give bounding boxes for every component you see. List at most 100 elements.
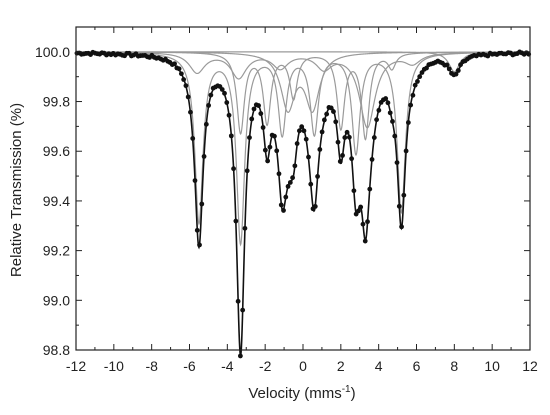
data-point-125 (358, 204, 364, 210)
x-tick-label: 10 (484, 358, 500, 374)
x-tick-label: -2 (259, 358, 272, 374)
x-tick-label: 6 (413, 358, 421, 374)
x-tick-label: 4 (375, 358, 383, 374)
y-tick-label: 99.4 (43, 193, 70, 209)
data-point-43 (172, 61, 177, 67)
data-point-99 (299, 124, 305, 130)
x-tick-label: 12 (522, 358, 538, 374)
component-curve-1 (76, 51, 530, 247)
data-point-53 (194, 227, 200, 233)
data-point-110 (324, 111, 330, 117)
data-point-73 (240, 307, 246, 313)
data-point-145 (403, 148, 409, 154)
y-tick-label: 100.0 (35, 44, 70, 60)
y-axis-ticks: 98.8 99.0 99.2 99.4 99.6 99.8 100.0 (35, 44, 530, 358)
data-point-69 (231, 166, 236, 172)
x-axis-ticks: -12 -10 -8 -6 -4 -2 0 2 4 6 8 10 12 (66, 27, 538, 374)
fit-components (76, 51, 530, 247)
x-tick-label: 8 (450, 358, 458, 374)
x-axis-label-main: Velocity (mms (248, 385, 341, 402)
data-point-91 (281, 208, 286, 213)
x-axis-label-superscript: -1 (342, 384, 351, 395)
data-point-148 (410, 92, 416, 98)
data-point-119 (344, 129, 350, 135)
data-point-94 (287, 180, 293, 185)
data-point-54 (197, 242, 202, 248)
data-point-52 (192, 178, 198, 183)
data-point-93 (285, 184, 291, 189)
total-fit-curve (75, 52, 531, 356)
data-point-74 (242, 225, 248, 231)
data-point-59 (208, 92, 214, 98)
data-point-66 (224, 100, 230, 105)
data-point-147 (408, 102, 414, 108)
data-point-97 (294, 141, 300, 146)
x-axis-label: Velocity (mms-1) (248, 384, 355, 402)
plot-frame (75, 26, 531, 351)
data-point-151 (417, 74, 423, 80)
data-point-101 (303, 136, 309, 142)
data-point-136 (383, 96, 389, 101)
data-point-118 (342, 135, 348, 140)
data-point-138 (387, 110, 393, 116)
data-points (74, 49, 532, 359)
data-point-55 (199, 201, 205, 207)
data-point-144 (401, 192, 407, 198)
data-point-76 (247, 135, 252, 141)
data-point-163 (444, 62, 450, 68)
data-point-137 (385, 100, 391, 106)
x-tick-label: -6 (183, 358, 196, 374)
component-curve-5 (76, 51, 530, 73)
data-point-108 (319, 129, 325, 135)
data-point-140 (392, 133, 398, 139)
data-point-128 (365, 219, 370, 225)
data-point-46 (178, 71, 184, 77)
x-tick-label: -4 (221, 358, 234, 374)
y-tick-label: 98.8 (43, 342, 70, 358)
data-point-58 (206, 103, 212, 108)
data-point-83 (262, 147, 268, 153)
x-tick-label: -8 (145, 358, 158, 374)
data-point-50 (188, 109, 193, 115)
data-point-45 (176, 66, 182, 72)
data-point-150 (415, 79, 420, 84)
y-tick-label: 99.8 (43, 94, 70, 110)
data-point-87 (272, 133, 277, 139)
data-point-82 (260, 125, 266, 130)
data-point-164 (446, 66, 452, 72)
data-point-109 (321, 117, 327, 123)
data-point-127 (362, 238, 368, 244)
data-point-112 (328, 105, 334, 111)
y-tick-label: 99.6 (43, 143, 70, 159)
data-point-65 (222, 90, 227, 96)
data-point-143 (399, 224, 404, 230)
data-point-56 (201, 154, 207, 159)
data-point-133 (376, 107, 382, 113)
y-axis-label: Relative Transmission (%) (8, 103, 25, 277)
data-point-168 (455, 68, 461, 73)
data-point-120 (346, 134, 352, 140)
data-point-106 (315, 174, 320, 179)
data-point-141 (394, 160, 400, 166)
data-point-107 (317, 147, 323, 152)
data-point-95 (290, 175, 295, 181)
data-point-129 (367, 186, 373, 192)
y-tick-label: 99.2 (43, 243, 70, 259)
data-point-124 (356, 208, 361, 214)
x-tick-label: -12 (66, 358, 86, 374)
x-tick-label: 0 (299, 358, 307, 374)
data-point-89 (276, 171, 282, 177)
data-point-85 (267, 144, 273, 150)
data-point-92 (283, 194, 289, 200)
data-point-126 (360, 221, 366, 227)
data-point-115 (335, 139, 341, 145)
data-point-100 (301, 128, 307, 134)
data-point-80 (256, 103, 261, 108)
data-point-114 (333, 119, 339, 125)
data-point-130 (369, 156, 375, 162)
data-point-142 (396, 203, 402, 209)
data-point-72 (237, 353, 243, 359)
data-point-117 (340, 153, 345, 158)
data-point-48 (183, 83, 189, 89)
